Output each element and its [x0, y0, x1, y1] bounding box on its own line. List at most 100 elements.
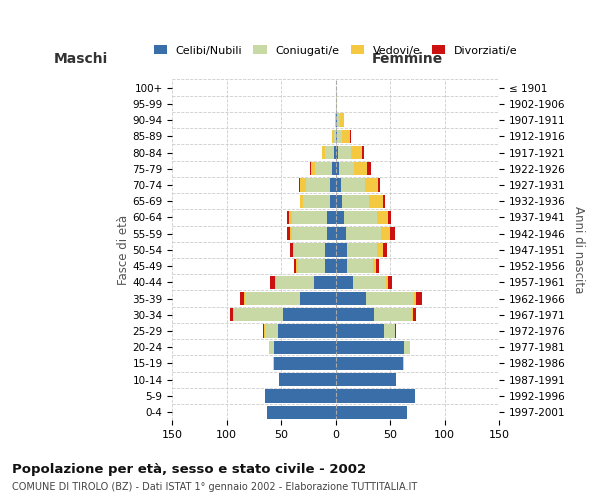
Bar [336, 390, 415, 402]
Bar [338, 146, 351, 159]
Bar [265, 324, 278, 338]
Bar [388, 211, 391, 224]
Bar [416, 292, 422, 305]
Bar [404, 340, 410, 354]
Bar [336, 406, 407, 419]
Bar [376, 260, 379, 273]
Bar [382, 227, 390, 240]
Bar [336, 194, 342, 208]
Bar [353, 276, 386, 289]
Text: Maschi: Maschi [54, 52, 108, 66]
Bar [366, 292, 414, 305]
Bar [293, 243, 295, 256]
Bar [383, 324, 395, 338]
Bar [310, 162, 311, 175]
Bar [272, 357, 274, 370]
Bar [276, 276, 314, 289]
Bar [245, 292, 300, 305]
Bar [365, 178, 378, 192]
Bar [264, 324, 265, 338]
Bar [370, 194, 383, 208]
Bar [292, 227, 327, 240]
Bar [377, 211, 388, 224]
Bar [373, 260, 376, 273]
Bar [336, 97, 337, 110]
Bar [351, 146, 362, 159]
Bar [283, 308, 336, 322]
Bar [336, 292, 366, 305]
Bar [299, 178, 300, 192]
Bar [230, 308, 233, 322]
Bar [274, 357, 336, 370]
Bar [265, 390, 336, 402]
Bar [346, 227, 382, 240]
Bar [390, 227, 395, 240]
Bar [388, 276, 392, 289]
Bar [362, 146, 364, 159]
Bar [336, 130, 337, 143]
Text: Popolazione per età, sesso e stato civile - 2002: Popolazione per età, sesso e stato civil… [12, 462, 366, 475]
Bar [295, 243, 325, 256]
Bar [367, 162, 371, 175]
Bar [383, 194, 385, 208]
Bar [300, 292, 336, 305]
Bar [334, 130, 336, 143]
Bar [383, 243, 387, 256]
Bar [350, 130, 351, 143]
Bar [336, 211, 344, 224]
Bar [271, 276, 275, 289]
Bar [327, 211, 336, 224]
Legend: Celibi/Nubili, Coniugati/e, Vedovi/e, Divorziati/e: Celibi/Nubili, Coniugati/e, Vedovi/e, Di… [149, 40, 523, 60]
Bar [235, 308, 283, 322]
Bar [300, 194, 303, 208]
Bar [296, 260, 298, 273]
Bar [325, 146, 334, 159]
Bar [267, 406, 336, 419]
Bar [336, 357, 403, 370]
Bar [332, 130, 334, 143]
Bar [403, 357, 404, 370]
Bar [336, 227, 346, 240]
Bar [287, 211, 289, 224]
Bar [342, 130, 350, 143]
Bar [337, 114, 340, 126]
Bar [330, 194, 336, 208]
Bar [342, 194, 370, 208]
Bar [292, 211, 327, 224]
Bar [336, 146, 338, 159]
Bar [414, 292, 416, 305]
Bar [315, 162, 332, 175]
Bar [344, 211, 377, 224]
Bar [412, 308, 413, 322]
Bar [336, 373, 395, 386]
Bar [335, 114, 336, 126]
Bar [295, 260, 296, 273]
Bar [311, 162, 315, 175]
Bar [336, 276, 353, 289]
Bar [347, 243, 377, 256]
Bar [314, 276, 336, 289]
Bar [298, 260, 325, 273]
Bar [377, 243, 383, 256]
Text: Femmine: Femmine [372, 52, 443, 66]
Bar [334, 146, 336, 159]
Bar [274, 340, 336, 354]
Bar [279, 373, 336, 386]
Bar [336, 178, 341, 192]
Bar [336, 243, 347, 256]
Bar [413, 308, 416, 322]
Bar [244, 292, 245, 305]
Bar [386, 276, 388, 289]
Bar [290, 227, 292, 240]
Bar [330, 178, 336, 192]
Bar [233, 308, 235, 322]
Bar [347, 260, 373, 273]
Bar [269, 340, 274, 354]
Bar [339, 162, 354, 175]
Bar [300, 178, 306, 192]
Bar [287, 227, 290, 240]
Bar [289, 211, 292, 224]
Bar [263, 324, 264, 338]
Bar [378, 178, 380, 192]
Y-axis label: Fasce di età: Fasce di età [116, 215, 130, 285]
